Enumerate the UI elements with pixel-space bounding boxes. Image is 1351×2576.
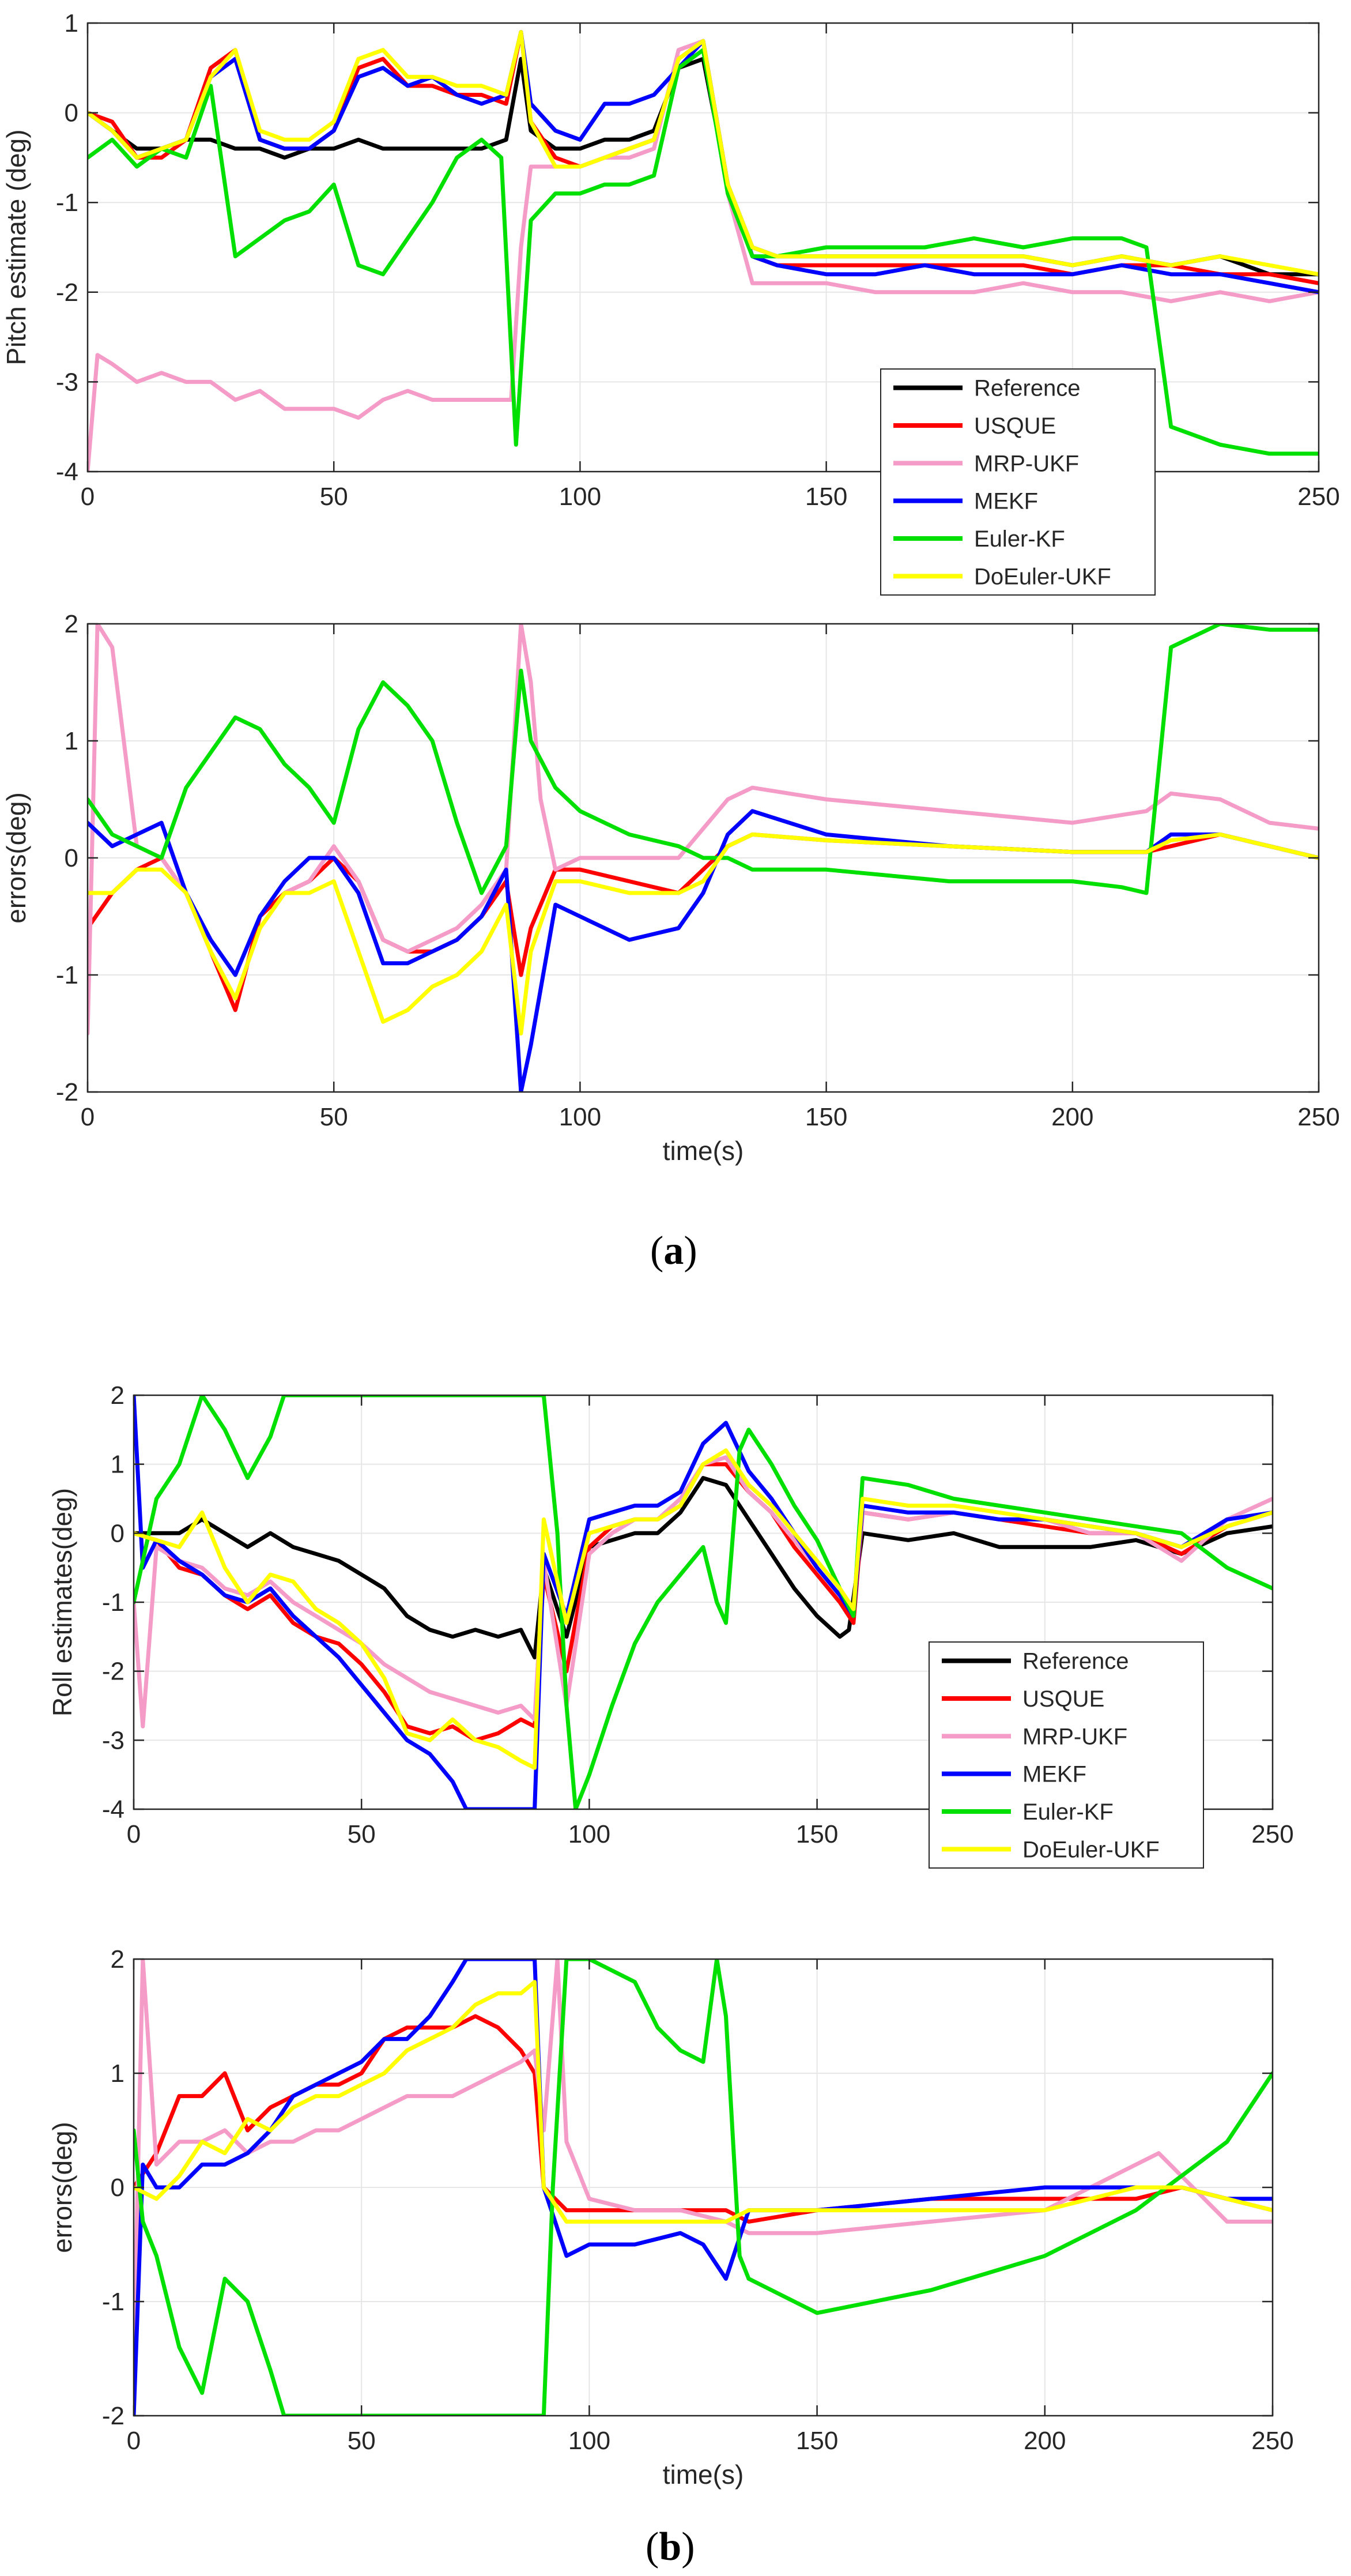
legend-box	[929, 1641, 1204, 1869]
legend-entry: MEKF	[974, 489, 1038, 514]
y-tick-label: -2	[56, 278, 78, 307]
x-tick-label: 0	[127, 2427, 141, 2455]
roll-errors-chart: 0 50 100 150 200 250 -2 -1 0 1 2 errors(deg) time(s)	[47, 1945, 1294, 2490]
y-tick-label: 2	[111, 1381, 124, 1410]
series-group	[134, 1959, 1273, 2416]
legend-entry: MRP-UKF	[1022, 1724, 1127, 1749]
y-tick-label: 0	[65, 844, 78, 872]
x-tick-label: 100	[559, 483, 601, 511]
y-tick-label: -2	[102, 2402, 124, 2430]
x-tick-label: 50	[320, 483, 348, 511]
panel-a-label: (a)	[650, 1229, 697, 1273]
panel-b-label: (b)	[646, 2525, 695, 2569]
y-tick-label: 2	[111, 1945, 124, 1974]
legend-entry: Reference	[1022, 1649, 1129, 1674]
y-tick-label: 1	[111, 2059, 124, 2088]
y-tick-label: -2	[56, 1078, 78, 1106]
x-tick-label: 250	[1297, 1103, 1339, 1131]
x-tick-label: 50	[320, 1103, 348, 1131]
legend-box	[880, 368, 1156, 596]
legend-entry: USQUE	[1022, 1686, 1104, 1712]
x-tick-label: 0	[81, 483, 95, 511]
series-line-mekf	[88, 30, 1319, 295]
legend-entry: DoEuler-UKF	[1022, 1837, 1160, 1862]
y-tick-label: -3	[102, 1726, 124, 1754]
x-tick-label: 250	[1251, 2427, 1293, 2455]
x-tick-label: 150	[805, 1103, 847, 1131]
legend-entry: Reference	[974, 376, 1081, 401]
y-tick-label: 1	[65, 727, 78, 755]
x-tick-label: 150	[805, 483, 847, 511]
y-tick-label: -4	[102, 1795, 124, 1824]
y-tick-label: -1	[102, 1588, 124, 1617]
x-axis-label: time(s)	[663, 1136, 744, 1166]
x-tick-label: 100	[559, 1103, 601, 1131]
x-tick-label: 0	[81, 1103, 95, 1131]
series-line-mrp-ukf	[134, 1455, 1273, 1728]
legend-entry: Euler-KF	[974, 526, 1065, 552]
series-line-euler-kf	[88, 48, 1319, 456]
series-line-mrp-ukf	[134, 1959, 1273, 2361]
series-line-doeuler-ukf	[134, 1980, 1273, 2224]
x-tick-label: 150	[796, 2427, 838, 2455]
series-line-euler-kf	[88, 624, 1319, 895]
x-tick-label: 250	[1251, 1820, 1293, 1848]
y-tick-label: -1	[56, 961, 78, 989]
x-tick-label: 50	[348, 1820, 376, 1848]
x-tick-label: 50	[348, 2427, 376, 2455]
x-tick-label: 200	[1051, 1103, 1093, 1131]
y-tick-label: -3	[56, 368, 78, 396]
series-group	[88, 624, 1319, 1092]
y-axis-label: errors(deg)	[1, 792, 31, 924]
y-tick-label: 1	[65, 9, 78, 37]
x-tick-label: 100	[568, 1820, 610, 1848]
y-axis-label: Pitch estimate (deg)	[1, 129, 31, 365]
series-line-mrp-ukf	[88, 39, 1319, 472]
x-tick-label: 0	[127, 1820, 141, 1848]
legend-entry: DoEuler-UKF	[974, 564, 1111, 589]
series-line-doeuler-ukf	[134, 1448, 1273, 1770]
y-tick-label: -1	[56, 189, 78, 217]
x-tick-label: 200	[1024, 2427, 1066, 2455]
series-line-euler-kf	[134, 1959, 1273, 2416]
series-line-doeuler-ukf	[88, 832, 1319, 1035]
series-line-mekf	[134, 1395, 1273, 1809]
y-tick-label: -4	[56, 458, 78, 486]
x-tick-label: 150	[796, 1820, 838, 1848]
y-tick-label: 1	[111, 1451, 124, 1479]
y-tick-label: 0	[111, 1519, 124, 1547]
y-tick-label: -1	[102, 2288, 124, 2316]
x-tick-label: 100	[568, 2427, 610, 2455]
legend-entry: MEKF	[1022, 1762, 1086, 1787]
legend-entry: USQUE	[974, 413, 1056, 439]
legend-entry: MRP-UKF	[974, 451, 1079, 476]
series-line-doeuler-ukf	[88, 30, 1319, 277]
series-group	[134, 1395, 1273, 1809]
y-tick-label: 0	[111, 2174, 124, 2202]
series-group	[88, 30, 1319, 472]
y-axis-label: errors(deg)	[47, 2122, 77, 2253]
y-axis-label: Roll estimates(deg)	[47, 1488, 77, 1716]
y-tick-label: 2	[65, 610, 78, 638]
pitch-errors-chart: 0 50 100 150 200 250 -2 -1 0 1 2 errors(deg) time(s)	[1, 610, 1340, 1166]
series-line-euler-kf	[134, 1395, 1273, 1809]
y-tick-label: -2	[102, 1658, 124, 1686]
axes-box	[86, 22, 1320, 473]
x-axis-label: time(s)	[663, 2460, 744, 2490]
x-tick-label: 250	[1297, 483, 1339, 511]
legend-entry: Euler-KF	[1022, 1799, 1114, 1825]
y-tick-label: 0	[65, 99, 78, 127]
